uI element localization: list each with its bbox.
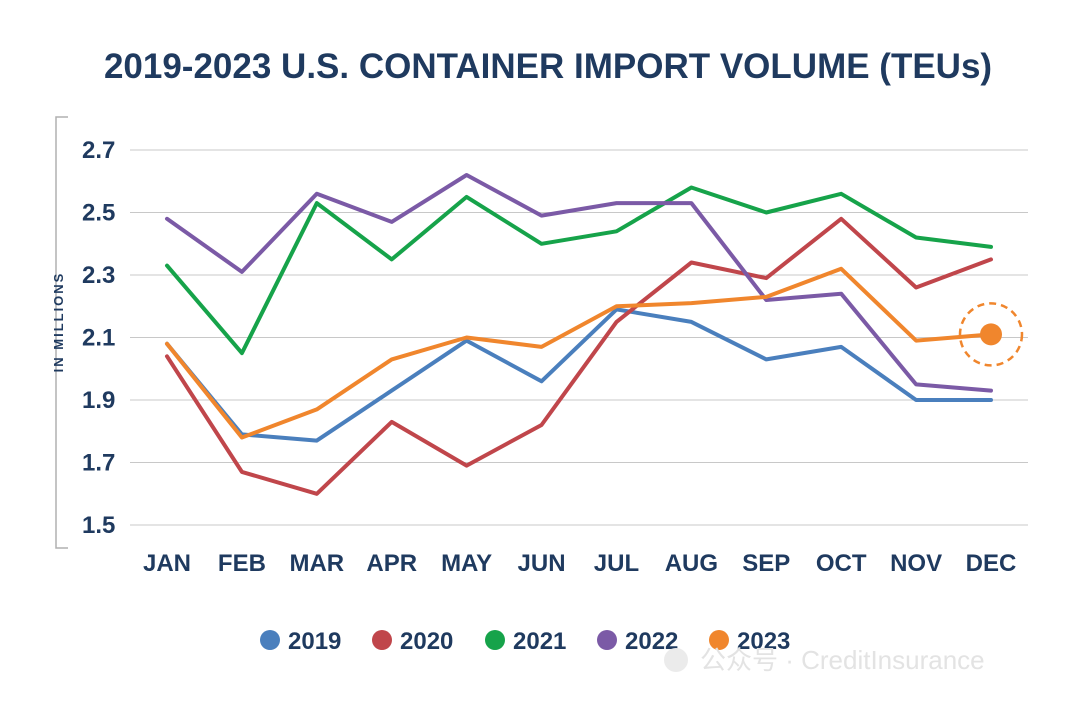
x-tick-label: DEC — [966, 550, 1017, 577]
x-tick-label: JUL — [594, 550, 639, 577]
highlight-marker — [958, 302, 1024, 367]
x-tick-label: SEP — [742, 550, 790, 577]
y-ticks: 1.5 1.7 1.9 2.1 2.3 2.5 2.7 — [82, 137, 115, 539]
legend-label-2023: 2023 — [737, 628, 790, 655]
legend-swatch-2022 — [597, 630, 617, 650]
grid-lines — [130, 149, 1028, 526]
y-tick-label: 2.3 — [82, 262, 115, 289]
y-axis-label: IN MILLIONS — [51, 272, 66, 373]
x-tick-label: JUN — [518, 550, 566, 577]
x-tick-label: MAY — [441, 550, 492, 577]
legend-swatch-2020 — [372, 630, 392, 650]
legend: 2019 2020 2021 2022 2023 — [260, 628, 790, 655]
legend-label-2021: 2021 — [513, 628, 566, 655]
y-tick-label: 2.1 — [82, 325, 115, 352]
x-tick-label: MAR — [289, 550, 344, 577]
watermark-text: 公众号 · CreditInsurance — [700, 645, 985, 675]
series-lines — [165, 173, 993, 496]
y-tick-label: 2.7 — [82, 137, 115, 164]
wechat-icon — [664, 648, 688, 672]
x-tick-label: AUG — [665, 550, 718, 577]
x-tick-label: OCT — [816, 550, 867, 577]
y-tick-label: 2.5 — [82, 200, 115, 227]
x-tick-label: FEB — [218, 550, 266, 577]
highlight-ring — [958, 302, 1024, 367]
x-tick-label: JAN — [143, 550, 191, 577]
legend-label-2019: 2019 — [288, 628, 341, 655]
series-line-2021 — [165, 185, 993, 356]
series-line-2022 — [165, 173, 993, 393]
highlight-point — [980, 323, 1002, 346]
x-ticks: JAN FEB MAR APR MAY JUN JUL AUG SEP OCT NOV DEC — [143, 550, 1016, 577]
y-tick-label: 1.7 — [82, 450, 115, 477]
y-tick-label: 1.9 — [82, 387, 115, 414]
chart-title: 2019-2023 U.S. CONTAINER IMPORT VOLUME (… — [104, 47, 992, 86]
series-line-2023 — [165, 266, 993, 440]
legend-swatch-2021 — [485, 630, 505, 650]
x-tick-label: NOV — [890, 550, 942, 577]
axis-bracket — [55, 116, 68, 549]
x-tick-label: APR — [366, 550, 417, 577]
watermark: 公众号 · CreditInsurance — [664, 645, 985, 675]
legend-swatch-2019 — [260, 630, 280, 650]
series-line-2020 — [165, 216, 993, 496]
legend-label-2020: 2020 — [400, 628, 453, 655]
legend-swatch-2023 — [709, 630, 729, 650]
y-tick-label: 1.5 — [82, 512, 115, 539]
series-line-2019 — [165, 307, 993, 443]
